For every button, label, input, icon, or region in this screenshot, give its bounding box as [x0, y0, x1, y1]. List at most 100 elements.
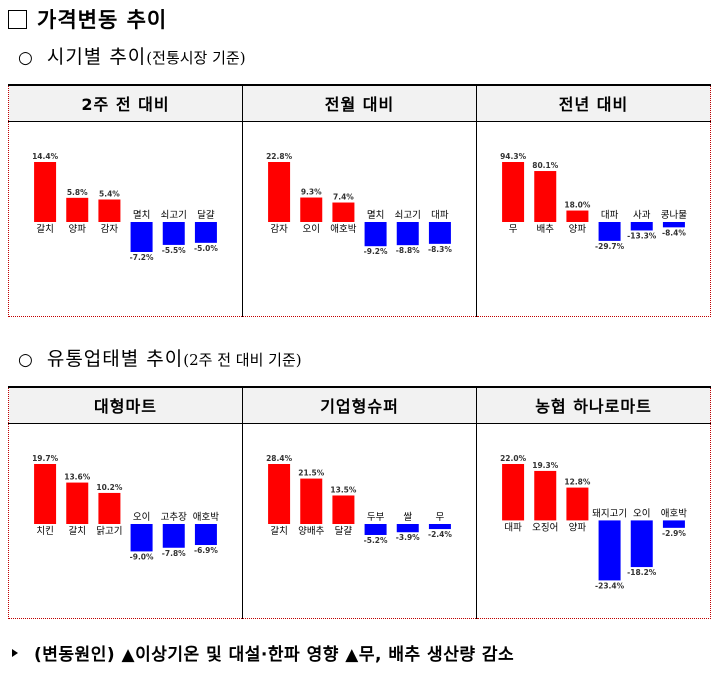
data-label: -2.4%: [428, 530, 452, 539]
bar: [364, 221, 387, 246]
category-label: 쇠고기: [395, 210, 421, 221]
category-label: 콩나물: [661, 210, 687, 221]
bar: [630, 221, 653, 230]
category-label: 달걀: [197, 209, 215, 221]
bar-chart-large-mart: 19.7% 치킨 13.6% 갈치 10.2% 닭고기 -9.0% 오이 -7.8% 고추장 -6.…: [32, 454, 219, 561]
bar: [162, 221, 185, 245]
section-header: 가격변동 추이: [8, 4, 167, 34]
data-label: -8.3%: [428, 244, 452, 253]
bar: [194, 221, 217, 243]
bar: [268, 161, 291, 222]
category-label: 애호박: [661, 508, 687, 519]
bar: [98, 492, 121, 524]
category-label: 애호박: [193, 512, 219, 523]
category-label: 오이: [303, 224, 320, 235]
data-label: -9.2%: [364, 247, 388, 256]
data-label: -29.7%: [595, 241, 625, 250]
data-label: 14.4%: [32, 152, 59, 161]
bar-chart-year: 94.3% 무 80.1% 배추 18.0% 양파 -29.7% 대파 -13.3% 사과 -8.4…: [500, 152, 687, 251]
category-label: 갈치: [36, 223, 53, 235]
data-label: 9.3%: [301, 187, 322, 196]
subsection-title: 시기별 추이: [46, 46, 147, 68]
category-label: 돼지고기: [592, 508, 627, 519]
data-label: 10.2%: [96, 482, 123, 491]
chart-cell: 22.0% 대파 19.3% 오징어 12.8% 양파 -23.4% 돼지고기 -18.2% 오이…: [476, 423, 711, 619]
data-label: -7.8%: [162, 548, 186, 557]
bar: [130, 221, 153, 252]
bar: [34, 463, 57, 524]
header-ssm: 기업형슈퍼: [242, 386, 477, 424]
chart-cell: 19.7% 치킨 13.6% 갈치 10.2% 닭고기 -9.0% 오이 -7.8% 고추장 -6.…: [8, 423, 243, 619]
category-label: 사과: [633, 210, 651, 221]
category-label: 대파: [601, 210, 619, 221]
data-label: -2.9%: [662, 528, 686, 537]
category-label: 달걀: [335, 525, 353, 537]
bar: [332, 494, 355, 524]
checkbox-square-icon: [8, 9, 27, 29]
chart-cell: 94.3% 무 80.1% 배추 18.0% 양파 -29.7% 대파 -13.3% 사과 -8.4…: [476, 121, 711, 317]
chart-cell: 22.8% 감자 9.3% 오이 7.4% 애호박 -9.2% 멸치 -8.8% 쇠고기 -8.3%…: [242, 121, 477, 317]
data-label: -6.9%: [194, 546, 218, 555]
circle-bullet-icon: ○: [18, 350, 33, 370]
chart-cell: 14.4% 갈치 5.8% 양파 5.4% 감자 -7.2% 멸치 -5.5% 쇠고기 -5.0% 달…: [8, 121, 243, 317]
bar: [98, 199, 121, 222]
category-label: 갈치: [69, 525, 86, 537]
data-label: -13.3%: [627, 231, 657, 240]
data-label: 5.4%: [99, 189, 120, 198]
header-month: 전월 대비: [242, 84, 477, 122]
category-label: 무: [436, 512, 445, 523]
category-label: 쇠고기: [161, 210, 187, 221]
bar: [66, 482, 89, 524]
data-label: 7.4%: [333, 192, 354, 201]
bar: [534, 470, 557, 520]
bar: [534, 170, 557, 222]
note-text: (변동원인) ▲이상기온 및 대설·한파 영향 ▲무, 배추 생산량 감소: [34, 645, 515, 665]
category-label: 대파: [431, 210, 449, 221]
data-label: -5.2%: [364, 535, 388, 544]
bar: [364, 523, 387, 535]
change-cause-note: (변동원인) ▲이상기온 및 대설·한파 영향 ▲무, 배추 생산량 감소: [12, 640, 514, 665]
subsection-title-channel: ○ 유통업태별 추이 (2주 전 대비 기준): [18, 344, 302, 371]
bar: [34, 161, 57, 222]
bar: [630, 519, 653, 567]
category-label: 두부: [367, 512, 385, 523]
category-label: 고추장: [161, 512, 187, 523]
data-label: 22.8%: [266, 152, 293, 161]
subsection-title: 유통업태별 추이: [46, 348, 184, 370]
period-chart-table: 2주 전 대비 전월 대비 전년 대비 14.4% 갈치 5.8% 양파 5.4% 감자 -…: [8, 84, 711, 317]
subsection-basis: (2주 전 대비 기준): [183, 351, 302, 369]
data-label: 13.6%: [64, 472, 91, 481]
bar-chart-nh-hanaro: 22.0% 대파 19.3% 오징어 12.8% 양파 -23.4% 돼지고기 -18.2% 오이…: [500, 454, 687, 590]
category-label: 무: [509, 224, 518, 235]
data-label: -8.8%: [396, 246, 420, 255]
data-label: 18.0%: [564, 200, 591, 209]
data-label: 12.8%: [564, 477, 591, 486]
bar: [162, 523, 185, 548]
data-label: -18.2%: [627, 568, 657, 577]
category-label: 오이: [633, 508, 650, 519]
bar: [502, 463, 525, 520]
header-year: 전년 대비: [476, 84, 711, 122]
bar: [428, 523, 451, 529]
bar-chart-month: 22.8% 감자 9.3% 오이 7.4% 애호박 -9.2% 멸치 -8.8% 쇠고기 -8.3%…: [266, 152, 452, 256]
circle-bullet-icon: ○: [18, 48, 33, 68]
data-label: -8.4%: [662, 228, 686, 237]
bar: [428, 221, 451, 244]
bar: [566, 210, 589, 222]
data-label: 21.5%: [298, 468, 325, 477]
category-label: 감자: [101, 223, 119, 235]
data-label: 94.3%: [500, 152, 527, 161]
page-title: 가격변동 추이: [37, 8, 168, 32]
data-label: 80.1%: [532, 161, 559, 170]
chart-cell: 28.4% 갈치 21.5% 양배추 13.5% 달걀 -5.2% 두부 -3.9% 쌀 -2.4%…: [242, 423, 477, 619]
subsection-title-period: ○ 시기별 추이 (전통시장 기준): [18, 42, 246, 69]
subsection-basis: (전통시장 기준): [146, 49, 246, 67]
category-label: 감자: [270, 223, 288, 235]
category-label: 멸치: [133, 209, 150, 221]
data-label: -3.9%: [396, 533, 420, 542]
bar: [130, 523, 153, 551]
bar: [300, 478, 323, 524]
bar: [396, 221, 419, 245]
bar: [662, 519, 685, 528]
bar: [566, 487, 589, 520]
